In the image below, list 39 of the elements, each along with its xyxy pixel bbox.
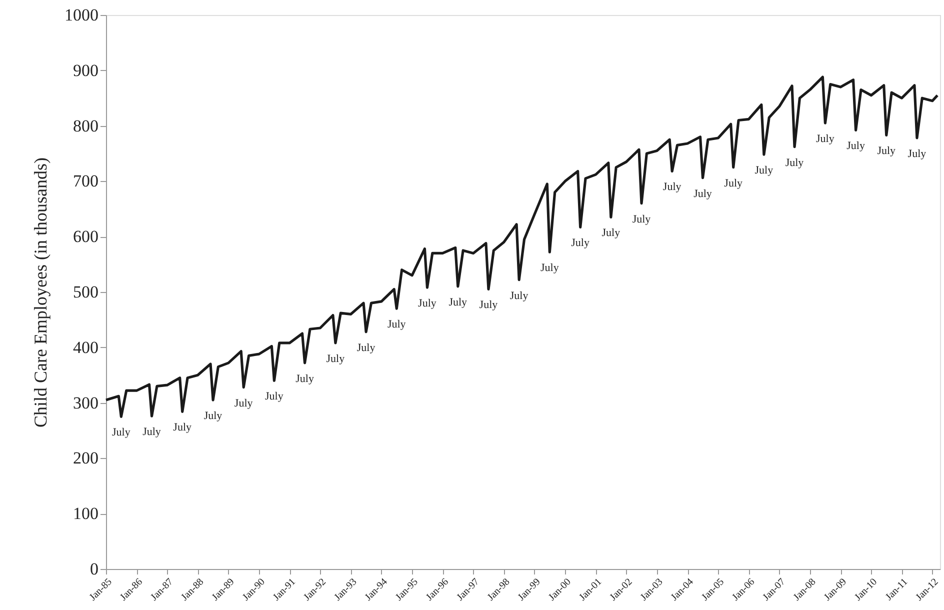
annotation: July: [204, 410, 223, 422]
y-tick-label: 900: [73, 60, 98, 80]
annotation: July: [387, 318, 406, 331]
annotation: July: [908, 148, 927, 160]
y-tick-label: 100: [73, 504, 98, 524]
y-tick-label: 700: [73, 172, 98, 191]
y-tick-label: 200: [73, 448, 98, 468]
annotation: July: [112, 426, 131, 439]
annotation: July: [694, 188, 712, 200]
y-tick-label: 1000: [64, 6, 98, 24]
annotation: July: [571, 237, 590, 250]
y-tick-label: 800: [73, 116, 98, 136]
y-tick-label: 300: [73, 393, 98, 412]
annotation: July: [846, 140, 866, 152]
annotation: July: [724, 177, 744, 190]
annotation: July: [265, 390, 284, 403]
annotation: July: [296, 372, 314, 385]
annotation: July: [234, 397, 254, 410]
annotation: July: [540, 262, 560, 274]
annotation: July: [448, 296, 468, 308]
annotation: July: [632, 213, 652, 226]
annotation: July: [816, 133, 835, 146]
y-tick-label: 0: [90, 560, 98, 578]
annotation: July: [142, 426, 162, 438]
y-tick-label: 500: [73, 282, 98, 302]
annotation: July: [479, 299, 498, 312]
annotation: July: [754, 164, 774, 177]
y-tick-label: 400: [73, 338, 98, 357]
annotation: July: [356, 342, 376, 354]
y-axis-title: Child Care Employees (in thousands): [30, 158, 50, 428]
annotation: July: [418, 298, 437, 310]
y-tick-label: 600: [73, 227, 98, 246]
annotation: July: [510, 290, 529, 302]
annotation: July: [173, 422, 192, 434]
annotation: July: [326, 352, 346, 365]
annotation: July: [602, 227, 621, 240]
annotation: July: [785, 156, 804, 169]
annotation: July: [662, 181, 682, 194]
annotation: July: [877, 145, 896, 158]
